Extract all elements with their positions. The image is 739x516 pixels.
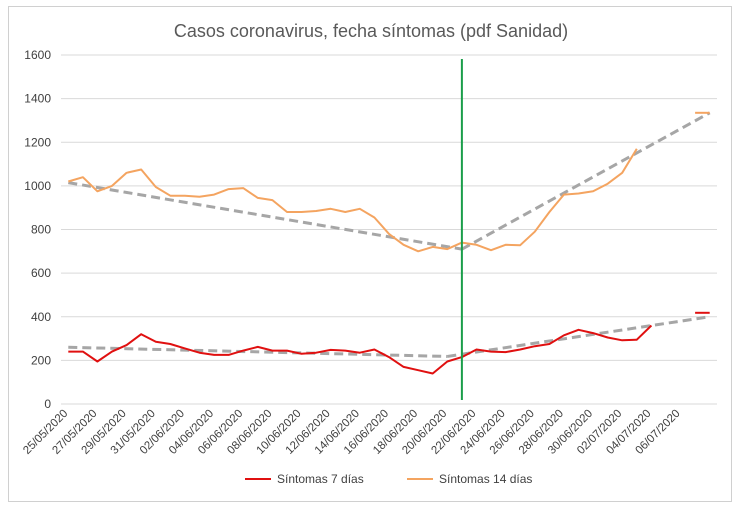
legend-label: Síntomas 7 días bbox=[277, 472, 364, 486]
y-tick-label: 600 bbox=[31, 266, 51, 280]
chart-area[interactable]: Casos coronavirus, fecha síntomas (pdf S… bbox=[8, 6, 732, 502]
data-series bbox=[68, 111, 710, 375]
y-tick-label: 1200 bbox=[24, 135, 51, 149]
legend: Síntomas 7 días Síntomas 14 días bbox=[245, 472, 532, 486]
series-line bbox=[68, 324, 653, 375]
y-tick-label: 200 bbox=[31, 353, 51, 367]
y-tick-label: 1600 bbox=[24, 48, 51, 62]
trendline bbox=[68, 181, 463, 251]
gridlines bbox=[61, 54, 717, 405]
y-tick-label: 400 bbox=[31, 310, 51, 324]
series-line bbox=[68, 148, 638, 253]
y-tick-label: 0 bbox=[44, 397, 51, 411]
trendline bbox=[447, 315, 710, 358]
y-axis-ticks: 0 200 400 600 800 1000 1200 1400 1600 bbox=[24, 48, 51, 411]
y-tick-label: 800 bbox=[31, 223, 51, 237]
legend-label: Síntomas 14 días bbox=[439, 472, 532, 486]
chart-title: Casos coronavirus, fecha síntomas (pdf S… bbox=[174, 21, 568, 41]
x-axis-ticks: 25/05/202027/05/202029/05/202031/05/2020… bbox=[21, 408, 682, 457]
line-chart: Casos coronavirus, fecha síntomas (pdf S… bbox=[21, 21, 717, 486]
y-tick-label: 1000 bbox=[24, 179, 51, 193]
y-tick-label: 1400 bbox=[24, 92, 51, 106]
trendline bbox=[68, 345, 448, 358]
trendline bbox=[461, 111, 711, 251]
